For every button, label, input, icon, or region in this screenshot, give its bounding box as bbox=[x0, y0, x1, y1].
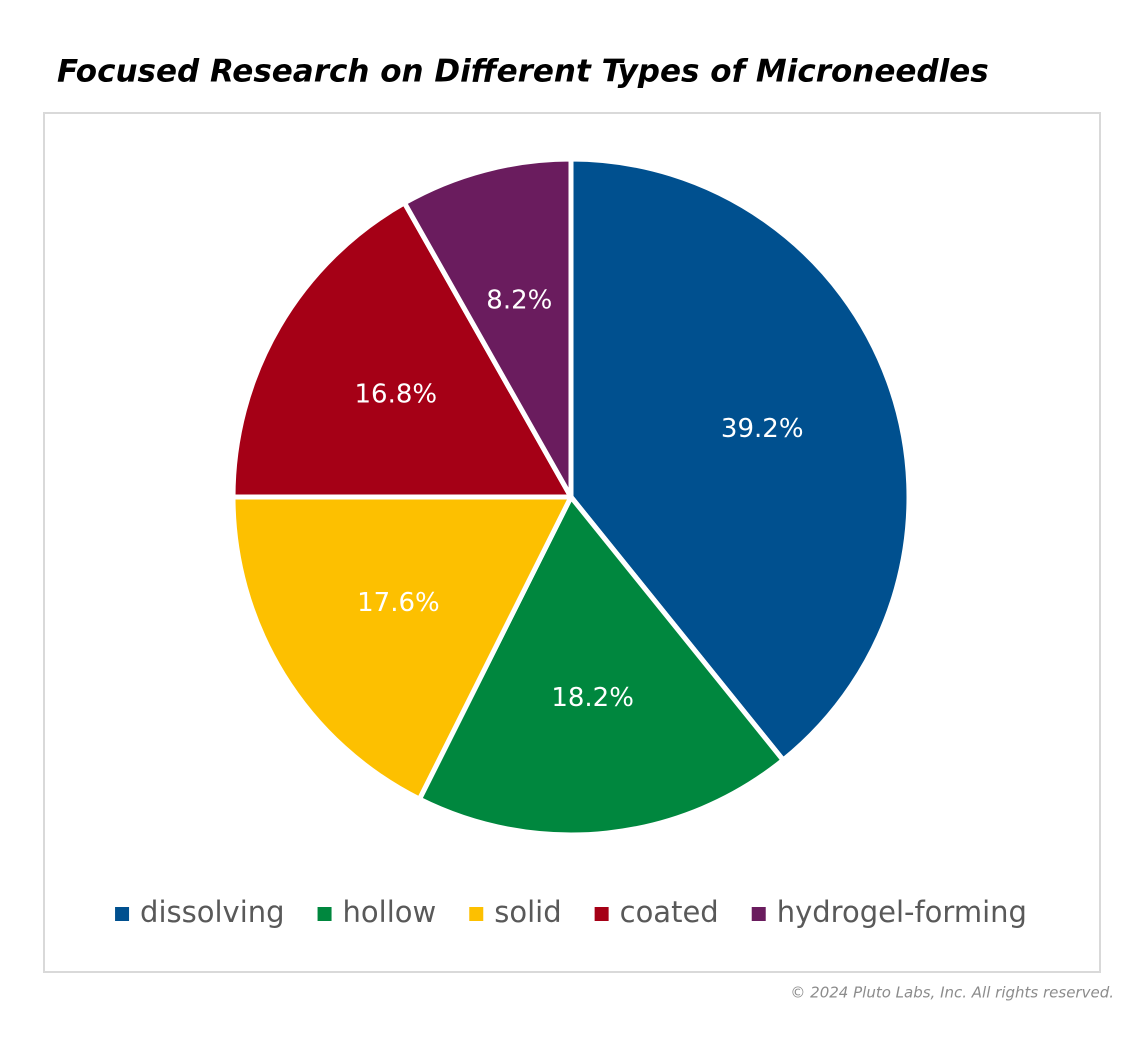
pie-slice bbox=[230, 494, 574, 802]
legend-label: hollow bbox=[343, 895, 437, 929]
pie-slice bbox=[416, 494, 786, 838]
copyright: © 2024 Pluto Labs, Inc. All rights reser… bbox=[790, 984, 1114, 1002]
legend-swatch bbox=[317, 907, 332, 921]
legend-label: dissolving bbox=[140, 895, 285, 929]
legend-swatch bbox=[115, 907, 130, 921]
data-label: 17.6% bbox=[357, 588, 440, 618]
chart-title: Focused Research on Different Types of M… bbox=[57, 54, 989, 90]
data-label: 39.2% bbox=[721, 414, 804, 444]
pie-slice bbox=[568, 156, 912, 763]
legend-swatch bbox=[751, 907, 766, 921]
legend-swatch bbox=[469, 907, 484, 921]
data-label: 18.2% bbox=[551, 683, 634, 713]
data-label: 16.8% bbox=[354, 379, 437, 409]
pie-slice bbox=[230, 200, 574, 500]
legend-label: coated bbox=[620, 895, 719, 929]
data-label: 8.2% bbox=[486, 285, 552, 315]
legend-label: solid bbox=[494, 895, 561, 929]
pie-slice bbox=[401, 156, 574, 500]
legend-swatch bbox=[594, 907, 609, 921]
legend-label: hydrogel-forming bbox=[777, 895, 1027, 929]
